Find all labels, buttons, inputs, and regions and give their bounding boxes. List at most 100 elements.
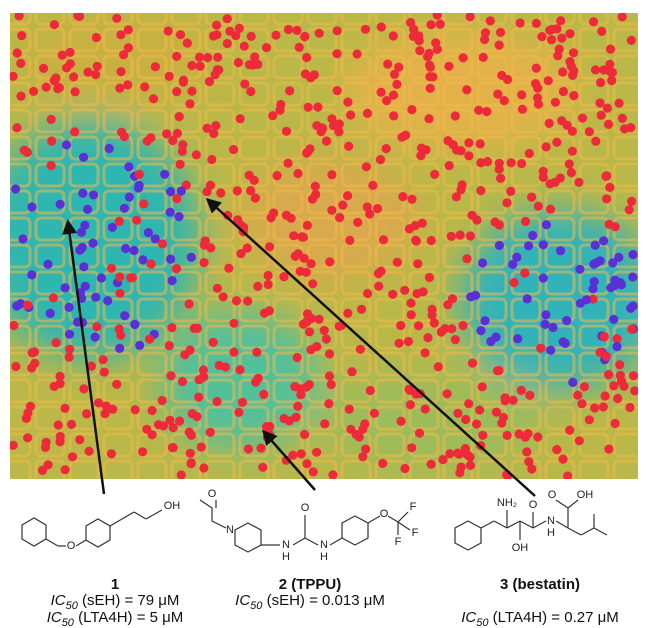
compound-dot xyxy=(121,244,130,253)
compound-dot xyxy=(23,301,32,310)
compound-dot xyxy=(557,34,566,43)
compound-dot xyxy=(541,310,550,319)
compound-dot xyxy=(569,91,578,100)
compound-dot xyxy=(428,305,437,314)
compound-dot xyxy=(322,334,331,343)
compound-dot xyxy=(209,338,218,347)
compound-dot xyxy=(497,71,506,80)
compound-dot xyxy=(52,338,61,347)
compound-dot xyxy=(373,204,382,213)
atom-label: OH xyxy=(577,489,594,501)
compound-dot xyxy=(562,316,571,325)
compound-dot xyxy=(134,183,143,192)
compound-dot xyxy=(120,311,129,320)
compound-dot xyxy=(252,348,261,357)
compound-dot xyxy=(556,16,565,25)
compound-dot xyxy=(476,326,485,335)
compound-dot xyxy=(229,348,238,357)
compound-dot xyxy=(115,84,124,93)
compound-dot xyxy=(479,53,488,62)
compound-dot xyxy=(112,14,121,23)
compound-dot xyxy=(365,209,374,218)
compound-dot xyxy=(192,412,201,421)
compound-dot xyxy=(192,150,201,159)
compound-dot xyxy=(494,366,503,375)
compound-dot xyxy=(295,43,304,52)
compound-dot xyxy=(502,198,511,207)
compound-dot xyxy=(203,53,212,62)
compound-dot xyxy=(507,158,516,167)
compound-dot xyxy=(292,413,301,422)
compound-dot xyxy=(500,96,509,105)
compound-dot xyxy=(15,11,24,20)
compound-dot xyxy=(164,26,173,35)
compound-dot xyxy=(568,378,577,387)
activity: IC50 (LTA4H) = 0.27 μM xyxy=(461,609,618,628)
compound-dot xyxy=(567,168,576,177)
compound-dot xyxy=(324,399,333,408)
compound-dot xyxy=(443,136,452,145)
compound-dot xyxy=(434,362,443,371)
compound-dot xyxy=(68,452,77,461)
compound-dot xyxy=(389,111,398,120)
compound-dot xyxy=(328,470,337,479)
compound-dot xyxy=(66,59,75,68)
compound-dot xyxy=(501,396,510,405)
compound-dot xyxy=(79,262,88,271)
compound-dot xyxy=(537,32,546,41)
compound-dot xyxy=(27,270,36,279)
compound-dot xyxy=(343,309,352,318)
compound-dot xyxy=(357,305,366,314)
compound-dot xyxy=(382,144,391,153)
compound-dot xyxy=(605,183,614,192)
compound-dot xyxy=(514,429,523,438)
compound-dot xyxy=(338,201,347,210)
compound-dot xyxy=(407,443,416,452)
compound-dot xyxy=(423,52,432,61)
compound-dot xyxy=(28,348,37,357)
compound-dot xyxy=(611,419,620,428)
compound-dot xyxy=(209,129,218,138)
compound-dot xyxy=(93,62,102,71)
compound-dot xyxy=(23,408,32,417)
compound-dot xyxy=(629,371,638,380)
compound-dot xyxy=(388,290,397,299)
compound-dot xyxy=(186,449,195,458)
compound-dot xyxy=(456,230,465,239)
compound-dot xyxy=(297,449,306,458)
compound-dot xyxy=(363,289,372,298)
compound-dot xyxy=(49,293,58,302)
compound-dot xyxy=(545,119,554,128)
compound-dot xyxy=(125,192,134,201)
compound-dot xyxy=(517,90,526,99)
compound-dot xyxy=(282,127,291,136)
compound-dot xyxy=(29,87,38,96)
compound-dot xyxy=(452,192,461,201)
compound-dot xyxy=(39,64,48,73)
activity-part: (LTA4H) = 5 μM xyxy=(74,609,183,626)
compound-dot xyxy=(311,182,320,191)
compound-dot xyxy=(79,153,88,162)
compound-dot xyxy=(312,448,321,457)
structure-1 xyxy=(22,510,162,547)
atom-label: O xyxy=(67,540,76,552)
compound-dot xyxy=(206,181,215,190)
compound-label: 3 (bestatin) xyxy=(500,576,580,593)
compound-dot xyxy=(305,144,314,153)
compound-dot xyxy=(300,430,309,439)
compound-dot xyxy=(393,258,402,267)
compound-dot xyxy=(398,192,407,201)
compound-dot xyxy=(361,445,370,454)
compound-dot xyxy=(187,87,196,96)
compound-dot xyxy=(524,241,533,250)
compound-dot xyxy=(300,32,309,41)
compound-dot xyxy=(552,138,561,147)
compound-dot xyxy=(55,372,64,381)
compound-dot xyxy=(166,371,175,380)
compound-dot xyxy=(492,408,501,417)
compound-dot xyxy=(524,429,533,438)
compound-dot xyxy=(524,457,533,466)
compound-dot xyxy=(120,132,129,141)
compound-dot xyxy=(458,321,467,330)
compound-dot xyxy=(481,28,490,37)
